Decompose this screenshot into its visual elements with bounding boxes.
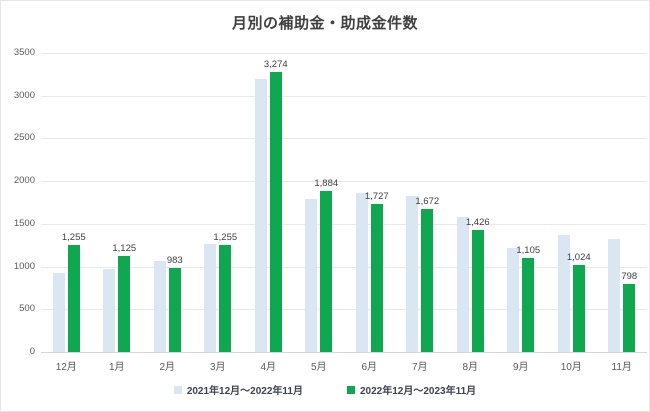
plot-area: 1,255 1,125 983 1,255 3,274 1,884 1,727 1,672 1,…	[41, 53, 647, 353]
x-axis-label: 12月	[55, 362, 77, 373]
bar-group-3月: 1,255	[193, 53, 244, 352]
x-axis-label: 11月	[611, 362, 632, 373]
data-label: 1,255	[61, 231, 86, 243]
x-axis-label: 1月	[108, 362, 125, 373]
bar-group-8月: 1,426	[445, 53, 496, 352]
bar-group-9月: 1,105	[496, 53, 547, 352]
y-axis-label: 0	[29, 346, 35, 357]
y-axis-label: 2000	[13, 175, 35, 187]
bar-series2-12月: 1,255	[62, 232, 86, 352]
y-axis-label: 3500	[13, 47, 35, 58]
bar-series2-11月: 798	[621, 271, 637, 352]
gridline	[41, 53, 647, 54]
bar-series1-6月	[355, 193, 368, 352]
bar-series1-1月	[103, 268, 116, 352]
bar-group-4月: 3,274	[243, 53, 294, 352]
gridline	[41, 309, 647, 311]
gridline	[41, 266, 647, 268]
x-axis-label: 6月	[361, 362, 378, 373]
data-label: 1,125	[112, 242, 137, 254]
bar-series1-12月	[52, 273, 65, 352]
bar-series2-9月: 1,105	[516, 245, 540, 352]
bar-groups: 1,255 1,125 983 1,255 3,274 1,884 1,727 1,672 1,…	[41, 53, 647, 352]
gridline	[41, 95, 647, 97]
gridline	[41, 223, 647, 225]
data-label: 1,024	[566, 251, 591, 263]
legend: 2021年12月～2022年11月 2022年12月～2023年11月	[1, 382, 649, 397]
legend-swatch-icon	[347, 385, 355, 394]
bar-series1-3月	[204, 244, 217, 352]
bar-series1-10月	[557, 235, 570, 352]
bar-series2-7月: 1,672	[415, 196, 439, 352]
bar-series1-7月	[406, 195, 419, 352]
legend-item: 2022年12月～2023年11月	[347, 382, 476, 397]
x-axis-label: 4月	[260, 362, 277, 373]
data-label: 1,255	[213, 231, 238, 243]
bar-series1-8月	[456, 217, 469, 352]
x-axis-label: 5月	[310, 362, 327, 373]
data-label: 1,727	[364, 191, 389, 203]
x-axis-label: 2月	[159, 362, 176, 373]
gridline	[41, 138, 647, 140]
bar-series1-2月	[153, 261, 166, 352]
data-label: 1,105	[516, 244, 541, 256]
bar-group-6月: 1,727	[344, 53, 395, 352]
bar-series1-5月	[305, 199, 318, 352]
bar-group-12月: 1,255	[41, 53, 92, 352]
x-axis-label: 7月	[411, 362, 428, 373]
bar-series2-3月: 1,255	[213, 232, 237, 352]
bar-series1-11月	[608, 239, 621, 352]
bar-series2-10月: 1,024	[567, 252, 591, 352]
bar-series1-4月	[254, 79, 267, 352]
bar-series2-4月: 3,274	[264, 59, 288, 352]
x-axis: 12月 1月 2月 3月 4月 5月 6月 7月 8月 9月 10月 11月	[41, 358, 647, 373]
x-axis-label: 9月	[512, 362, 529, 373]
bar-series2-5月: 1,884	[314, 178, 338, 352]
data-label: 1,884	[314, 178, 339, 190]
bar-group-11月: 798	[597, 53, 648, 352]
bar-series2-8月: 1,426	[466, 217, 490, 352]
bar-series2-2月: 983	[167, 255, 183, 352]
y-axis-label: 500	[19, 303, 35, 315]
bar-group-5月: 1,884	[294, 53, 345, 352]
legend-label: 2022年12月～2023年11月	[360, 386, 477, 397]
bar-series1-9月	[507, 247, 520, 352]
x-axis-label: 8月	[462, 362, 479, 373]
data-label: 798	[621, 270, 638, 282]
legend-swatch-icon	[173, 385, 182, 394]
legend-item: 2021年12月～2022年11月	[173, 382, 303, 397]
bar-group-7月: 1,672	[395, 53, 446, 352]
bar-group-2月: 983	[142, 53, 193, 352]
data-label: 983	[166, 255, 183, 267]
bar-group-10月: 1,024	[546, 53, 597, 352]
chart-title: 月別の補助金・助成金件数	[231, 15, 418, 32]
gridline	[41, 181, 647, 183]
x-axis-label: 3月	[209, 362, 226, 373]
data-label: 1,426	[465, 217, 490, 229]
bar-series2-1月: 1,125	[112, 243, 136, 352]
data-label: 3,274	[263, 59, 288, 71]
x-axis-label: 10月	[560, 362, 582, 373]
data-label: 1,672	[415, 196, 440, 208]
y-axis-label: 2500	[13, 132, 35, 144]
bar-series2-6月: 1,727	[365, 191, 389, 352]
legend-label: 2021年12月～2022年11月	[186, 386, 303, 397]
y-axis-label: 3000	[13, 89, 35, 101]
bar-group-1月: 1,125	[92, 53, 143, 352]
y-axis-label: 1000	[13, 260, 35, 272]
y-axis-label: 1500	[13, 217, 35, 229]
